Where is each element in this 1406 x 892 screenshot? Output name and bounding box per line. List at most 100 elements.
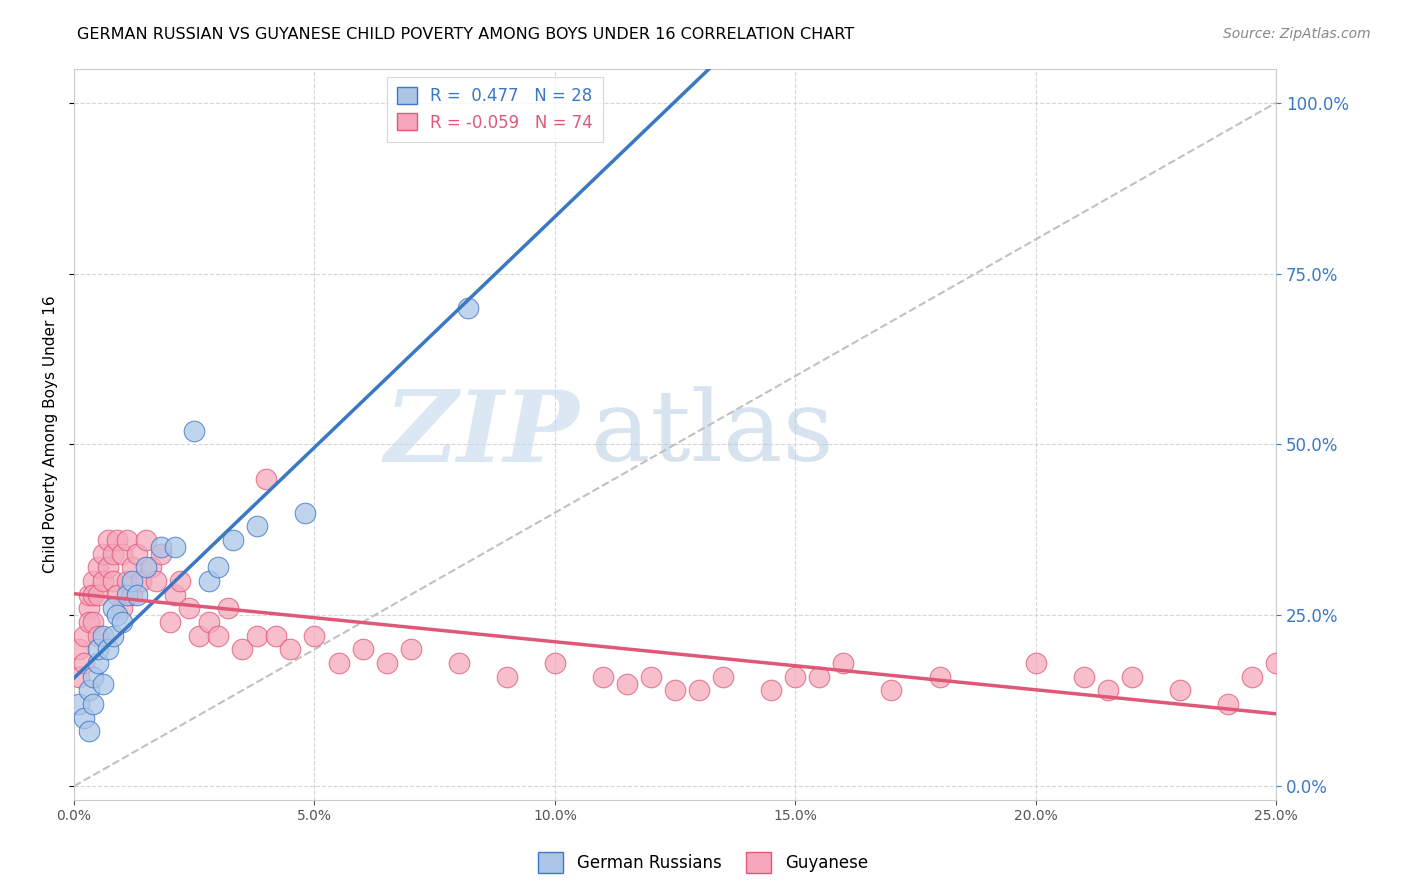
Point bbox=[105, 588, 128, 602]
Point bbox=[111, 601, 134, 615]
Point bbox=[1241, 670, 1264, 684]
Point bbox=[101, 629, 124, 643]
Point bbox=[183, 424, 205, 438]
Point bbox=[77, 588, 100, 602]
Point bbox=[1025, 656, 1047, 670]
Point bbox=[67, 697, 90, 711]
Point bbox=[125, 588, 148, 602]
Point bbox=[179, 601, 201, 615]
Point bbox=[165, 588, 187, 602]
Point bbox=[115, 533, 138, 547]
Point bbox=[135, 533, 157, 547]
Point bbox=[832, 656, 855, 670]
Point bbox=[139, 560, 162, 574]
Text: atlas: atlas bbox=[591, 386, 834, 482]
Point bbox=[82, 615, 104, 629]
Point bbox=[640, 670, 662, 684]
Point bbox=[105, 608, 128, 623]
Point bbox=[352, 642, 374, 657]
Point bbox=[294, 506, 316, 520]
Y-axis label: Child Poverty Among Boys Under 16: Child Poverty Among Boys Under 16 bbox=[44, 295, 58, 573]
Point bbox=[115, 588, 138, 602]
Point bbox=[145, 574, 167, 588]
Point bbox=[101, 574, 124, 588]
Point bbox=[246, 629, 269, 643]
Point bbox=[165, 540, 187, 554]
Point bbox=[111, 547, 134, 561]
Point bbox=[1216, 697, 1239, 711]
Point bbox=[808, 670, 831, 684]
Point bbox=[149, 547, 172, 561]
Point bbox=[77, 724, 100, 739]
Point bbox=[1097, 683, 1119, 698]
Point bbox=[688, 683, 710, 698]
Point bbox=[246, 519, 269, 533]
Point bbox=[399, 642, 422, 657]
Point bbox=[785, 670, 807, 684]
Point bbox=[125, 547, 148, 561]
Point bbox=[97, 533, 120, 547]
Point bbox=[115, 574, 138, 588]
Point bbox=[447, 656, 470, 670]
Point bbox=[91, 629, 114, 643]
Point bbox=[121, 574, 143, 588]
Point bbox=[87, 656, 110, 670]
Point bbox=[616, 676, 638, 690]
Point bbox=[87, 560, 110, 574]
Point bbox=[264, 629, 287, 643]
Point bbox=[97, 560, 120, 574]
Point bbox=[82, 574, 104, 588]
Point bbox=[82, 588, 104, 602]
Point bbox=[87, 629, 110, 643]
Point bbox=[207, 629, 229, 643]
Point bbox=[135, 560, 157, 574]
Point bbox=[149, 540, 172, 554]
Point bbox=[77, 601, 100, 615]
Point bbox=[1073, 670, 1095, 684]
Point bbox=[101, 601, 124, 615]
Point bbox=[1265, 656, 1288, 670]
Point bbox=[207, 560, 229, 574]
Point bbox=[1168, 683, 1191, 698]
Point bbox=[77, 615, 100, 629]
Point bbox=[328, 656, 350, 670]
Point bbox=[217, 601, 239, 615]
Point bbox=[197, 574, 219, 588]
Point bbox=[82, 670, 104, 684]
Point bbox=[664, 683, 686, 698]
Point bbox=[188, 629, 211, 643]
Point bbox=[111, 615, 134, 629]
Point bbox=[73, 656, 96, 670]
Point bbox=[87, 642, 110, 657]
Point bbox=[77, 683, 100, 698]
Point bbox=[592, 670, 614, 684]
Point bbox=[82, 697, 104, 711]
Text: GERMAN RUSSIAN VS GUYANESE CHILD POVERTY AMONG BOYS UNDER 16 CORRELATION CHART: GERMAN RUSSIAN VS GUYANESE CHILD POVERTY… bbox=[77, 27, 855, 42]
Point bbox=[544, 656, 567, 670]
Point bbox=[280, 642, 302, 657]
Point bbox=[121, 588, 143, 602]
Point bbox=[67, 642, 90, 657]
Point bbox=[711, 670, 734, 684]
Point bbox=[231, 642, 253, 657]
Text: Source: ZipAtlas.com: Source: ZipAtlas.com bbox=[1223, 27, 1371, 41]
Legend: R =  0.477   N = 28, R = -0.059   N = 74: R = 0.477 N = 28, R = -0.059 N = 74 bbox=[387, 77, 603, 142]
Point bbox=[91, 574, 114, 588]
Point bbox=[197, 615, 219, 629]
Point bbox=[928, 670, 950, 684]
Point bbox=[67, 670, 90, 684]
Point bbox=[761, 683, 783, 698]
Point bbox=[121, 560, 143, 574]
Point bbox=[87, 588, 110, 602]
Point bbox=[73, 711, 96, 725]
Point bbox=[1121, 670, 1143, 684]
Point bbox=[101, 547, 124, 561]
Point bbox=[159, 615, 181, 629]
Point bbox=[304, 629, 326, 643]
Point bbox=[91, 676, 114, 690]
Point bbox=[91, 547, 114, 561]
Point bbox=[457, 301, 479, 315]
Point bbox=[131, 574, 153, 588]
Legend: German Russians, Guyanese: German Russians, Guyanese bbox=[531, 846, 875, 880]
Point bbox=[375, 656, 398, 670]
